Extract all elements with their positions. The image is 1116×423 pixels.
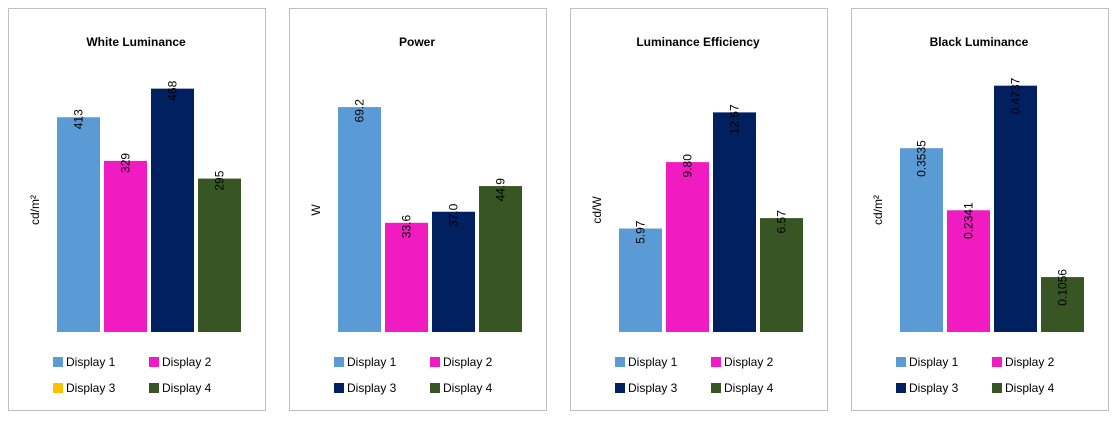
- legend-label: Display 1: [347, 355, 397, 369]
- value-label: 0.4737: [1009, 77, 1023, 114]
- legend-label: Display 2: [1005, 355, 1055, 369]
- bar: [666, 162, 709, 332]
- bar: [994, 85, 1037, 333]
- legend-swatch: [53, 357, 63, 367]
- value-label: 12.67: [728, 104, 742, 134]
- bar: [479, 186, 522, 332]
- legend-swatch: [53, 383, 63, 393]
- legend-swatch: [711, 357, 721, 367]
- bar: [385, 222, 428, 332]
- legend-label: Display 3: [909, 381, 959, 395]
- bar: [432, 211, 475, 332]
- legend-swatch: [334, 383, 344, 393]
- bar: [151, 88, 194, 332]
- value-label: 6.57: [775, 210, 789, 234]
- legend-label: Display 4: [1005, 381, 1055, 395]
- legend-swatch: [992, 357, 1002, 367]
- legend-label: Display 2: [162, 355, 212, 369]
- bar: [619, 228, 662, 332]
- chart-title: Black Luminance: [930, 35, 1029, 49]
- legend-swatch: [149, 383, 159, 393]
- bar: [900, 148, 943, 332]
- value-label: 0.3535: [915, 140, 929, 177]
- legend-swatch: [430, 383, 440, 393]
- chart-panel: Power W 69.2 Display 1 33.6 Display 2 37.0 Disp…: [289, 8, 547, 411]
- value-label: 413: [72, 109, 86, 129]
- legend-label: Display 2: [443, 355, 493, 369]
- value-label: 5.97: [634, 220, 648, 244]
- y-axis-label: cd/m²: [871, 195, 885, 225]
- value-label: 295: [213, 170, 227, 190]
- chart-title: Power: [399, 35, 435, 49]
- y-axis-label: cd/m²: [28, 195, 42, 225]
- value-label: 0.2341: [962, 202, 976, 239]
- legend-swatch: [896, 357, 906, 367]
- y-axis-label: cd/W: [590, 196, 604, 224]
- chart-title: White Luminance: [86, 35, 186, 49]
- legend-label: Display 3: [628, 381, 678, 395]
- y-axis-label: W: [309, 204, 323, 216]
- legend-swatch: [896, 383, 906, 393]
- legend-label: Display 3: [66, 381, 116, 395]
- bar: [338, 107, 381, 332]
- value-label: 69.2: [353, 99, 367, 123]
- legend-swatch: [992, 383, 1002, 393]
- legend-label: Display 1: [628, 355, 678, 369]
- value-label: 0.1056: [1056, 269, 1070, 306]
- legend-swatch: [615, 383, 625, 393]
- legend-label: Display 2: [724, 355, 774, 369]
- value-label: 468: [166, 80, 180, 100]
- legend-swatch: [334, 357, 344, 367]
- chart-panel: Luminance Efficiency cd/W 5.97 Display 1 9.8…: [570, 8, 828, 411]
- chart-title: Luminance Efficiency: [636, 35, 760, 49]
- legend-label: Display 4: [443, 381, 493, 395]
- chart-panel: Black Luminance cd/m² 0.3535 Display 1 0.234…: [851, 8, 1109, 411]
- bar: [713, 112, 756, 333]
- legend-swatch: [430, 357, 440, 367]
- legend-swatch: [149, 357, 159, 367]
- bar: [104, 160, 147, 332]
- value-label: 44.9: [494, 178, 508, 202]
- chart-panel: White Luminance cd/m² 413 Display 1 329 Displ…: [8, 8, 266, 411]
- legend-label: Display 1: [66, 355, 116, 369]
- bar: [1041, 277, 1084, 332]
- bar: [760, 218, 803, 332]
- panel-border: [851, 8, 1109, 411]
- bar: [57, 117, 100, 333]
- legend-label: Display 3: [347, 381, 397, 395]
- legend-label: Display 1: [909, 355, 959, 369]
- legend-label: Display 4: [162, 381, 212, 395]
- value-label: 37.0: [447, 203, 461, 227]
- legend-swatch: [711, 383, 721, 393]
- value-label: 329: [119, 153, 133, 173]
- bar: [198, 178, 241, 332]
- value-label: 33.6: [400, 214, 414, 238]
- legend-label: Display 4: [724, 381, 774, 395]
- bar: [947, 210, 990, 332]
- legend-swatch: [615, 357, 625, 367]
- value-label: 9.80: [681, 154, 695, 178]
